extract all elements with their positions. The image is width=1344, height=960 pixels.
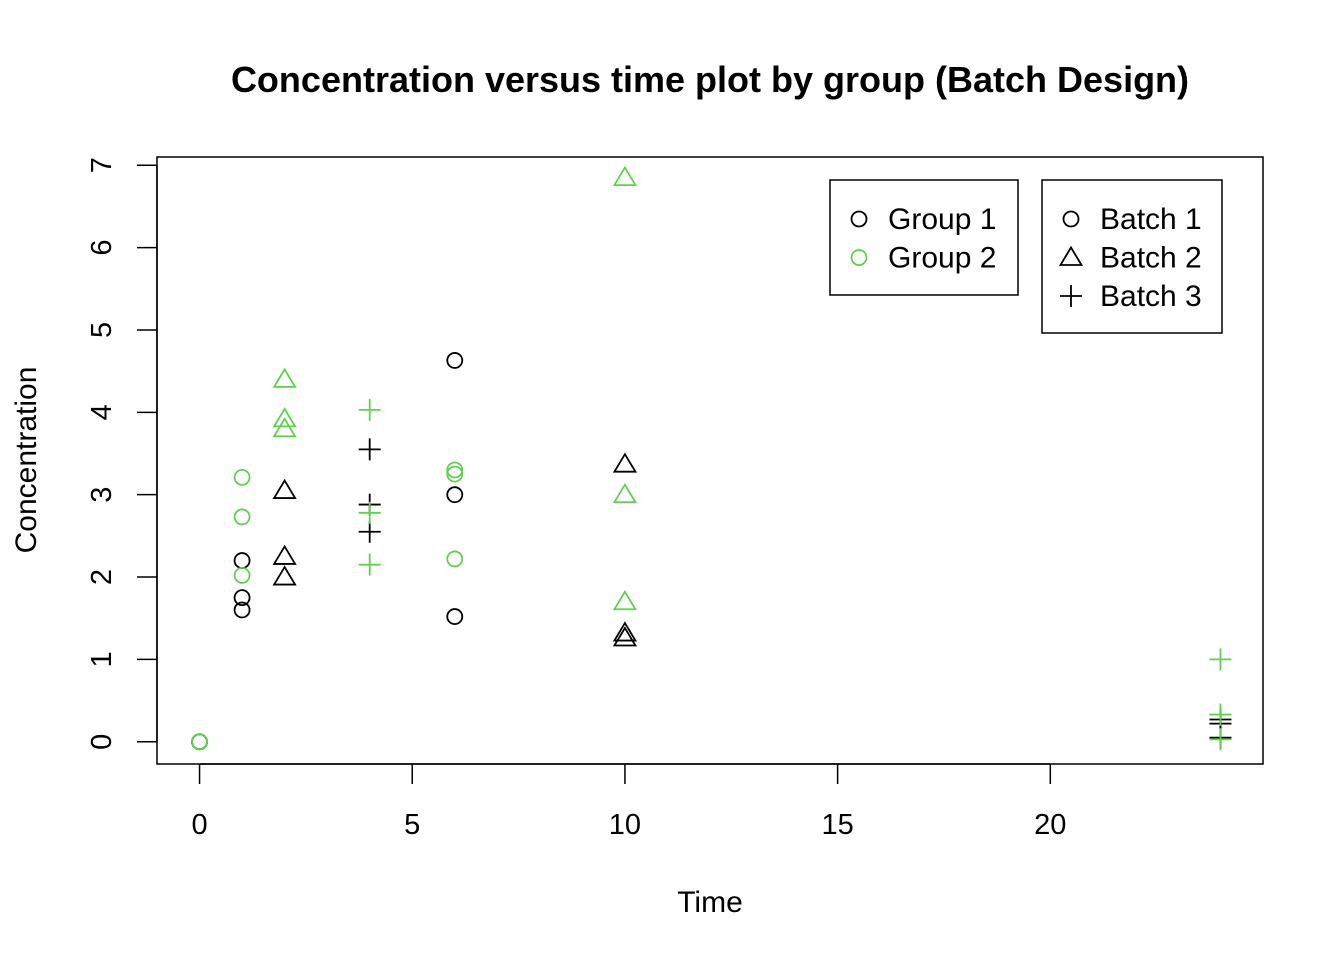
data-points xyxy=(191,165,1232,751)
data-point-triangle xyxy=(272,478,297,499)
x-axis: 0 5 10 15 20 xyxy=(191,763,1066,841)
data-point-plus xyxy=(358,501,381,524)
data-point-triangle xyxy=(272,367,297,388)
y-tick-label: 4 xyxy=(86,404,118,420)
data-point-circle xyxy=(233,589,251,607)
x-axis-label: Time xyxy=(677,886,743,919)
y-tick-label: 7 xyxy=(86,157,118,173)
data-point-triangle xyxy=(272,407,297,428)
data-point-circle xyxy=(446,486,464,504)
data-point-plus xyxy=(1209,648,1232,671)
legend-box xyxy=(1041,179,1223,334)
data-point-triangle xyxy=(612,589,638,611)
x-tick-label: 0 xyxy=(191,809,207,841)
legend-symbol xyxy=(1060,285,1082,307)
data-point-triangle xyxy=(272,417,297,438)
legend-symbol xyxy=(1058,245,1084,266)
data-point-plus xyxy=(358,553,381,576)
data-point-circle xyxy=(191,733,208,751)
legend-label: Batch 3 xyxy=(1100,280,1202,313)
legend-label: Batch 2 xyxy=(1100,242,1202,275)
data-point-circle xyxy=(446,465,464,483)
x-tick-label: 15 xyxy=(821,809,853,841)
data-point-plus xyxy=(1209,703,1232,726)
x-tick-label: 20 xyxy=(1034,809,1066,841)
data-point-circle xyxy=(446,608,464,625)
y-tick-label: 5 xyxy=(86,322,118,338)
x-tick-label: 5 xyxy=(404,809,420,841)
data-point-circle xyxy=(233,508,251,526)
data-point-triangle xyxy=(612,482,638,504)
y-axis-label: Concentration xyxy=(10,367,43,554)
data-point-circle xyxy=(446,550,464,568)
data-point-plus xyxy=(358,398,381,421)
legend-groups: Group 1 Group 2 xyxy=(829,179,1019,296)
data-point-triangle xyxy=(612,621,638,642)
y-tick-label: 6 xyxy=(86,240,118,256)
legend-box xyxy=(829,179,1019,296)
y-axis: 0 1 2 3 4 5 6 7 xyxy=(86,157,158,750)
y-tick-label: 2 xyxy=(86,569,118,585)
data-point-triangle xyxy=(612,165,638,186)
legend-symbol xyxy=(1062,210,1080,228)
y-tick-label: 3 xyxy=(86,487,118,503)
y-tick-label: 0 xyxy=(86,734,118,750)
legend-batches: Batch 1 Batch 2 Batch 3 xyxy=(1041,179,1223,334)
data-point-plus xyxy=(1209,728,1232,751)
chart-title: Concentration versus time plot by group … xyxy=(231,59,1189,100)
data-point-plus xyxy=(358,438,381,461)
data-point-circle xyxy=(233,468,251,486)
data-point-circle xyxy=(233,566,251,584)
data-point-triangle xyxy=(612,452,638,473)
data-point-circle xyxy=(233,601,251,619)
data-point-circle xyxy=(233,552,251,569)
x-tick-label: 10 xyxy=(609,809,641,841)
data-point-triangle xyxy=(272,565,297,586)
data-point-circle xyxy=(446,352,464,369)
y-tick-label: 1 xyxy=(86,651,118,667)
data-point-triangle xyxy=(272,544,297,565)
data-point-triangle xyxy=(612,626,638,647)
legend-label: Group 2 xyxy=(888,242,996,275)
legend-symbol xyxy=(850,249,868,266)
legend-label: Group 1 xyxy=(888,203,996,236)
legend-symbol xyxy=(850,210,868,228)
legend-label: Batch 1 xyxy=(1100,203,1202,236)
data-point-circle xyxy=(446,461,464,479)
data-point-plus xyxy=(358,520,381,543)
